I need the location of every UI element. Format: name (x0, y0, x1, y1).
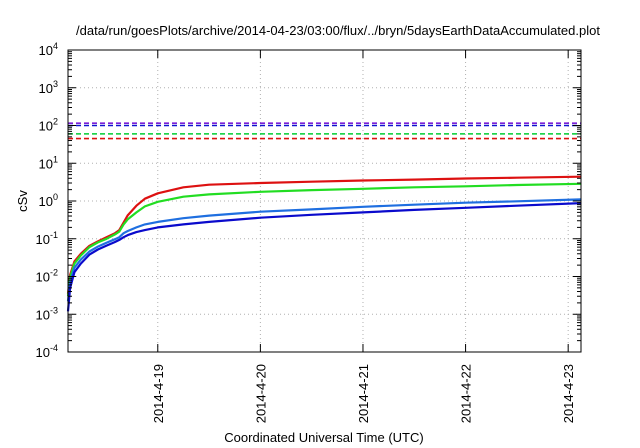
y-tick-marks (68, 49, 581, 353)
series-line (66, 202, 582, 312)
x-tick-marks (157, 50, 569, 352)
x-tick-label: 2014-4-20 (253, 364, 268, 423)
series-lines (66, 175, 582, 312)
y-tick-label: 10-3 (36, 305, 58, 322)
y-tick-label: 10-2 (36, 268, 58, 285)
x-tick-labels: 2014-4-19 2014-4-20 2014-4-21 2014-4-22 2014… (151, 364, 576, 423)
x-tick-label: 2014-4-21 (356, 364, 371, 423)
y-tick-label: 10-1 (36, 230, 58, 247)
x-tick-label: 2014-4-19 (151, 364, 166, 423)
y-tick-label: 101 (39, 154, 58, 171)
chart-title: /data/run/goesPlots/archive/2014-04-23/0… (76, 23, 600, 38)
y-tick-label: 102 (39, 117, 58, 134)
series-line (66, 198, 582, 302)
y-axis-label: cSv (15, 190, 30, 212)
x-tick-label: 2014-4-22 (459, 364, 474, 423)
y-tick-label: 100 (39, 192, 58, 209)
series-line (66, 182, 582, 297)
x-axis-label: Coordinated Universal Time (UTC) (224, 430, 423, 445)
y-tick-labels: 10-4 10-3 10-2 10-1 100 101 102 103 104 (36, 41, 58, 360)
y-tick-label: 104 (39, 41, 58, 58)
threshold-lines (68, 122, 581, 140)
y-tick-label: 10-4 (36, 343, 58, 360)
y-tick-label: 103 (39, 79, 58, 96)
x-tick-label: 2014-4-23 (561, 364, 576, 423)
